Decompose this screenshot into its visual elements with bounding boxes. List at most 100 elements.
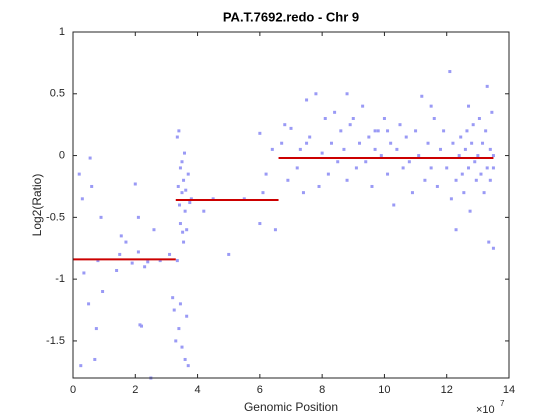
point: [488, 178, 492, 182]
point: [482, 191, 486, 195]
point: [463, 147, 467, 151]
point: [474, 178, 478, 182]
point: [470, 141, 474, 145]
point: [182, 178, 186, 182]
point: [185, 314, 189, 318]
point: [358, 141, 362, 145]
x-tick-label: 14: [503, 384, 515, 396]
point: [178, 203, 182, 207]
point: [175, 259, 179, 263]
point: [176, 184, 180, 188]
point: [177, 129, 181, 133]
point: [138, 323, 142, 327]
point: [354, 166, 358, 170]
point: [351, 117, 355, 120]
point: [370, 184, 374, 188]
point: [320, 151, 324, 155]
point: [168, 252, 172, 256]
point: [93, 357, 97, 361]
point: [454, 178, 458, 182]
point: [183, 357, 187, 361]
point: [180, 345, 184, 349]
point: [242, 197, 246, 201]
point: [379, 154, 383, 158]
point: [185, 228, 189, 232]
point: [264, 172, 268, 176]
point: [227, 252, 231, 256]
point: [130, 261, 134, 265]
point: [189, 197, 193, 201]
point: [395, 147, 399, 151]
point: [94, 327, 98, 331]
point: [289, 126, 293, 130]
point: [171, 296, 175, 300]
point: [479, 172, 483, 176]
point: [329, 141, 333, 145]
point: [336, 160, 340, 164]
point: [96, 259, 100, 263]
plot-frame: [72, 31, 510, 379]
point: [460, 172, 464, 176]
point: [451, 141, 455, 145]
point: [491, 166, 495, 170]
x-tick-label: 0: [70, 384, 76, 396]
point: [301, 191, 305, 195]
y-tick-label: -0.5: [46, 211, 65, 223]
point: [82, 271, 86, 275]
point: [305, 141, 309, 145]
point: [152, 228, 156, 232]
y-tick-label: 0.5: [50, 88, 65, 100]
point: [442, 129, 446, 133]
point: [178, 222, 182, 226]
point: [180, 160, 184, 164]
point: [476, 154, 480, 158]
point: [88, 156, 92, 160]
x-tick-label: 4: [195, 384, 201, 396]
point: [186, 364, 190, 368]
point: [183, 209, 187, 213]
point: [136, 250, 140, 254]
point: [484, 129, 488, 133]
point: [323, 117, 327, 120]
point: [119, 234, 123, 238]
point: [417, 154, 421, 158]
point: [273, 228, 277, 232]
x-multiplier-base: ×10: [476, 404, 495, 416]
point: [487, 240, 491, 244]
point: [140, 324, 144, 328]
point: [99, 215, 103, 219]
chart-title: PA.T.7692.redo - Chr 9: [223, 9, 359, 24]
point: [90, 184, 94, 188]
point: [382, 117, 386, 120]
point: [298, 147, 302, 151]
point: [481, 141, 485, 145]
point: [468, 209, 472, 213]
point: [261, 191, 265, 195]
point: [423, 178, 427, 182]
point: [462, 191, 466, 195]
point: [345, 178, 349, 182]
x-axis-label: Genomic Position: [244, 400, 338, 414]
point: [457, 154, 461, 158]
x-tick-label: 2: [132, 384, 138, 396]
y-tick-label: 1: [59, 26, 65, 38]
point: [376, 129, 380, 133]
point: [367, 135, 371, 139]
point: [448, 70, 452, 74]
point: [491, 246, 495, 250]
point: [392, 203, 396, 207]
point: [308, 135, 312, 139]
point: [488, 147, 492, 151]
point: [286, 178, 290, 182]
point: [186, 172, 190, 176]
point: [333, 110, 337, 114]
point: [118, 252, 122, 256]
point: [473, 160, 477, 164]
point: [326, 172, 330, 176]
point: [136, 215, 140, 219]
point: [426, 141, 430, 145]
point: [364, 160, 368, 164]
point: [178, 166, 182, 170]
